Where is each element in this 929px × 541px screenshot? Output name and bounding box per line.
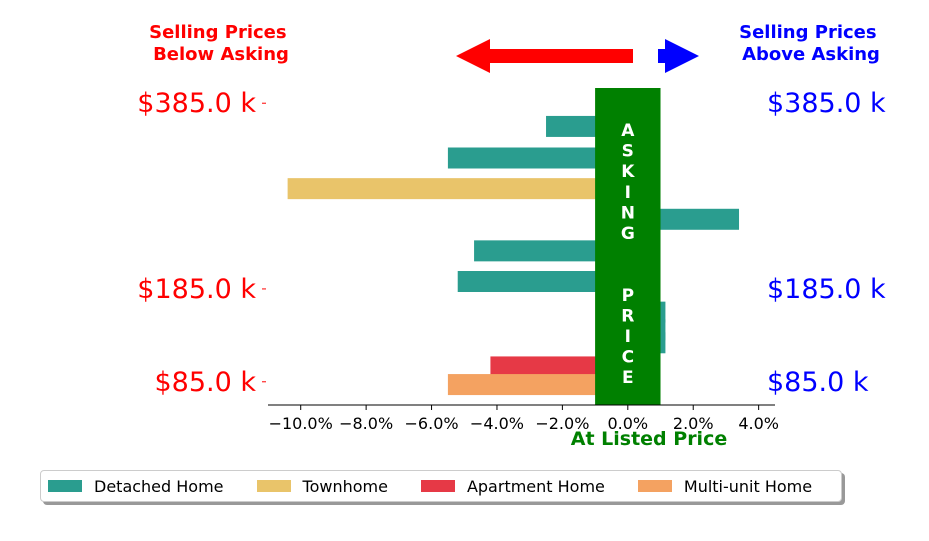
above-asking-label: Selling Prices Above Asking [739, 22, 883, 65]
x-tick-label-0: −10.0% [269, 414, 333, 433]
x-tick-label-6: 2.0% [673, 414, 714, 433]
x-tick-label-5: 0.0% [607, 414, 648, 433]
legend-label-detached: Detached Home [94, 476, 224, 496]
asking-price-band [595, 88, 661, 405]
below-asking-line-1: Selling Prices [149, 22, 286, 43]
legend-label-multiunit: Multi-unit Home [683, 476, 813, 496]
y-tick-label-right-0: $385.0 k [767, 88, 886, 119]
legend-item-detached: Detached Home [48, 477, 224, 496]
y-tick-label-left-1: $185.0 k [137, 274, 256, 305]
bars-layer [287, 115, 740, 396]
bar-2 [287, 178, 628, 200]
y-tick-label-left-0: $385.0 k [137, 88, 256, 119]
legend-swatch-townhome [256, 480, 291, 492]
legend-item-multiunit: Multi-unit Home [637, 476, 813, 496]
left-arrow-icon [456, 39, 633, 73]
bar-1 [447, 147, 628, 169]
y-tick-label-right-1: $185.0 k [767, 274, 886, 305]
bar-5 [457, 271, 628, 292]
y-tick-label-left-2: $85.0 k [154, 367, 256, 398]
above-asking-line-2: Above Asking [742, 44, 880, 65]
x-axis-label: At Listed Price [571, 428, 727, 450]
right-arrow-icon [658, 39, 699, 73]
x-tick-label-7: 4.0% [738, 414, 779, 433]
y-ticks: $385.0 k $385.0 k $185.0 k $185.0 k $85.0 k $… [137, 88, 886, 398]
x-ticks: −10.0% −8.0% −6.0% −4.0% −2.0% 0.0% 2.0% 4.0% [269, 405, 779, 433]
legend-swatch-detached [48, 480, 82, 492]
bar-9 [490, 356, 628, 378]
legend-item-townhome: Townhome [256, 476, 388, 496]
legend-swatch-multiunit [637, 480, 672, 492]
legend-label-townhome: Townhome [302, 476, 388, 496]
legend-item-apartment: Apartment Home [420, 476, 605, 496]
x-tick-label-1: −8.0% [339, 414, 393, 433]
x-tick-label-2: −6.0% [405, 414, 459, 433]
legend-label-apartment: Apartment Home [466, 476, 605, 496]
y-tick-label-right-2: $85.0 k [767, 367, 869, 398]
above-asking-line-1: Selling Prices [739, 22, 876, 43]
x-tick-label-4: −2.0% [535, 414, 589, 433]
legend-swatch-apartment [420, 480, 455, 492]
below-asking-label: Selling Prices Below Asking [149, 22, 293, 65]
below-asking-line-2: Below Asking [153, 44, 289, 65]
bar-4 [474, 240, 628, 262]
bar-10 [447, 374, 628, 396]
x-tick-label-3: −4.0% [470, 414, 524, 433]
legend: Detached Home Townhome Apartment Home Mu… [40, 470, 842, 502]
